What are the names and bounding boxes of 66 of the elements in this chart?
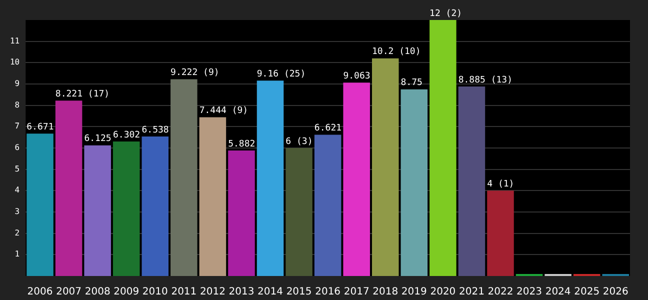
x-tick-label: 2020 bbox=[430, 286, 456, 298]
data-label: 6 (3) bbox=[286, 136, 313, 147]
bar bbox=[55, 100, 82, 276]
y-tick-label: 5 bbox=[14, 164, 20, 174]
data-label: 6.538 bbox=[142, 125, 169, 136]
bar bbox=[458, 86, 486, 276]
data-label: 6.671 bbox=[26, 122, 54, 133]
x-tick-label: 2023 bbox=[516, 286, 542, 298]
data-label: 7.444 (9) bbox=[199, 106, 248, 116]
bar bbox=[286, 148, 312, 276]
x-tick-label: 2025 bbox=[574, 286, 600, 298]
x-tick-label: 2018 bbox=[372, 286, 398, 298]
data-label: 6.621 bbox=[314, 124, 342, 134]
data-label: 6.125 bbox=[84, 134, 112, 144]
y-tick-label: 1 bbox=[14, 250, 20, 259]
y-tick-label: 9 bbox=[14, 79, 20, 88]
bar bbox=[170, 79, 198, 276]
data-label: 12 (2) bbox=[430, 8, 462, 19]
x-tick-label: 2007 bbox=[56, 286, 82, 298]
data-label: 4 (1) bbox=[487, 180, 514, 190]
bar bbox=[343, 82, 370, 276]
x-tick-label: 2022 bbox=[488, 286, 514, 298]
y-tick-label: 4 bbox=[14, 186, 20, 195]
bar bbox=[372, 58, 399, 276]
data-label: 8.75 bbox=[400, 78, 422, 88]
bar bbox=[228, 150, 255, 276]
bar bbox=[314, 134, 342, 276]
bar bbox=[142, 136, 169, 276]
x-tick-label: 2017 bbox=[344, 286, 370, 298]
y-tick-label: 11 bbox=[10, 36, 20, 46]
bar bbox=[26, 134, 54, 276]
data-label: 9.16 (25) bbox=[256, 69, 306, 80]
y-tick-label: 10 bbox=[10, 58, 20, 67]
y-tick-label: 8 bbox=[14, 100, 20, 110]
bar bbox=[84, 145, 111, 276]
x-tick-label: 2011 bbox=[171, 286, 197, 298]
x-tick-label: 2013 bbox=[228, 286, 254, 298]
data-label: 8.221 (17) bbox=[55, 89, 110, 100]
data-label: 8.885 (13) bbox=[458, 75, 513, 86]
bar bbox=[400, 89, 428, 276]
x-tick-label: 2008 bbox=[84, 286, 110, 298]
data-label: 9.063 bbox=[343, 72, 370, 82]
x-tick-label: 2026 bbox=[602, 286, 628, 298]
bar bbox=[112, 142, 140, 276]
y-tick-label: 3 bbox=[14, 207, 20, 216]
y-tick-label: 2 bbox=[14, 228, 20, 238]
x-tick-label: 2010 bbox=[142, 286, 168, 298]
x-tick-label: 2016 bbox=[315, 286, 341, 298]
bar bbox=[256, 80, 284, 276]
x-tick-label: 2021 bbox=[458, 286, 484, 298]
y-tick-label: 6 bbox=[14, 143, 20, 152]
data-label: 5.882 bbox=[228, 139, 256, 150]
x-tick-label: 2006 bbox=[27, 286, 53, 298]
x-tick-label: 2015 bbox=[286, 286, 312, 298]
bar bbox=[199, 117, 226, 276]
y-tick-label: 7 bbox=[14, 122, 20, 131]
data-label: 6.302 bbox=[112, 130, 140, 140]
x-tick-label: 2009 bbox=[114, 286, 140, 298]
data-label: 10.2 (10) bbox=[372, 47, 421, 58]
x-tick-label: 2024 bbox=[545, 286, 571, 298]
x-tick-label: 2014 bbox=[258, 286, 283, 298]
bar bbox=[487, 190, 514, 276]
x-tick-label: 2019 bbox=[401, 286, 427, 298]
x-tick-label: 2012 bbox=[200, 286, 226, 298]
bar bbox=[430, 20, 456, 276]
data-label: 9.222 (9) bbox=[170, 68, 220, 78]
